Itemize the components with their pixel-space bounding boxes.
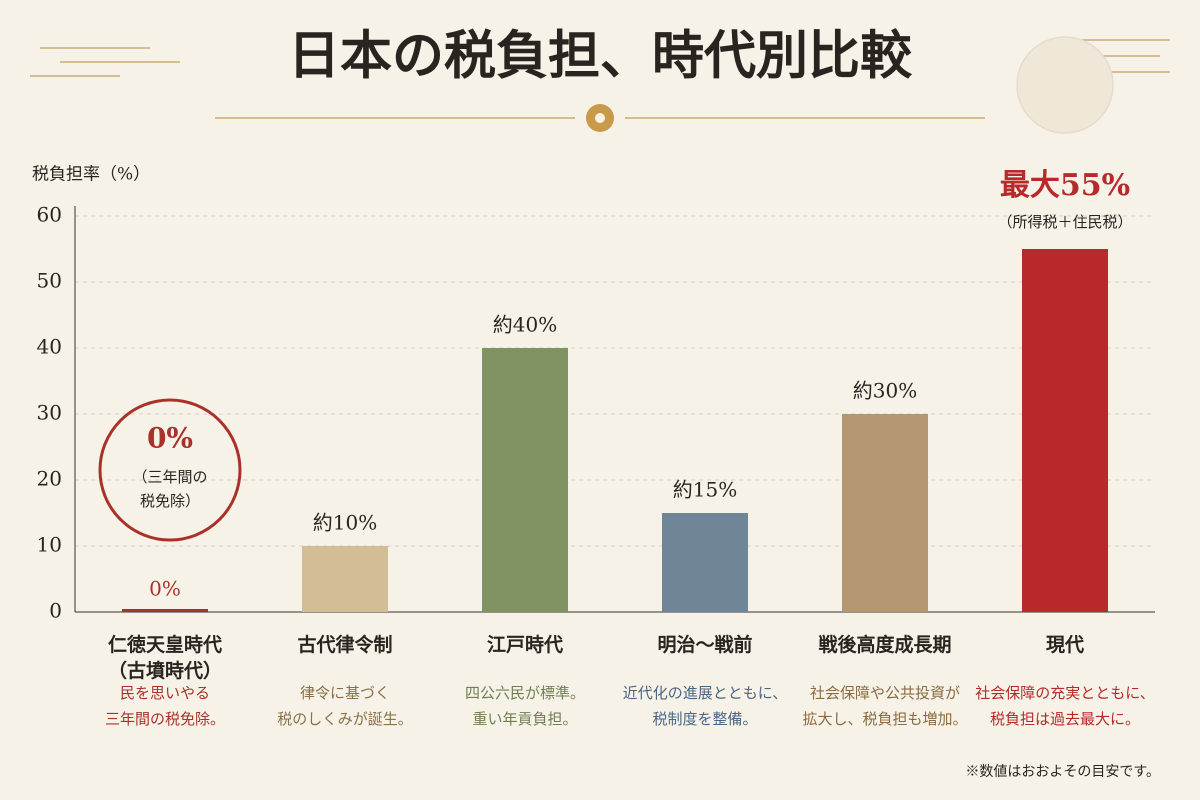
x-tick-label: 古代律令制 (297, 633, 392, 656)
category-description: 拡大し、税負担も増加。 (802, 710, 967, 728)
y-tick-label: 30 (37, 401, 62, 425)
x-tick-label: 戦後高度成長期 (818, 633, 951, 656)
annotation: 0% (147, 422, 193, 455)
bar (302, 546, 388, 612)
y-tick-label: 0 (49, 599, 62, 623)
category-description: 近代化の進展とともに、 (623, 684, 788, 702)
category-description: 民を思いやる (120, 684, 210, 702)
category-description: 社会保障の充実とともに、 (975, 684, 1155, 702)
y-tick-label: 10 (37, 533, 62, 557)
category-description: 律令に基づく (300, 684, 390, 702)
annotation-ring (98, 398, 242, 542)
bar (122, 609, 208, 612)
value-label: 約10% (313, 511, 377, 535)
y-tick-label: 60 (37, 203, 62, 227)
decoration (30, 36, 1170, 134)
value-label: 約40% (493, 313, 557, 337)
category-description: 税負担は過去最大に。 (990, 710, 1140, 728)
x-tick-label: 江戸時代 (487, 634, 563, 656)
category-description: 三年間の税免除。 (105, 710, 225, 728)
x-tick-label: 仁徳天皇時代 (108, 633, 222, 656)
x-tick-sublabel: （古墳時代） (108, 659, 222, 682)
value-label: 約15% (673, 478, 737, 502)
x-tick-label: 現代 (1046, 634, 1084, 656)
value-label: 最大55% (1000, 168, 1130, 203)
y-tick-label: 40 (37, 335, 62, 359)
bar (1022, 249, 1108, 612)
annotation: 税免除） (140, 492, 200, 510)
annotation: （所得税＋住民税） (997, 213, 1132, 231)
annotation: （三年間の (132, 468, 207, 486)
bar (482, 348, 568, 612)
value-label: 0% (149, 577, 181, 601)
footnote: ※数値はおおよその目安です。 (965, 764, 1160, 780)
category-description: 四公六民が標準。 (465, 684, 585, 702)
bar (842, 414, 928, 612)
bar (662, 513, 748, 612)
x-tick-label: 明治〜戦前 (657, 633, 752, 656)
value-label: 約30% (853, 379, 917, 403)
category-description: 税制度を整備。 (652, 710, 757, 728)
y-tick-label: 20 (37, 467, 62, 491)
y-axis-label: 税負担率（%） (32, 165, 150, 185)
chart-title: 日本の税負担、時代別比較 (288, 26, 913, 87)
y-tick-label: 50 (37, 269, 62, 293)
category-description: 重い年貢負担。 (472, 710, 577, 728)
category-description: 社会保障や公共投資が (810, 684, 960, 702)
category-description: 税のしくみが誕生。 (277, 710, 413, 728)
